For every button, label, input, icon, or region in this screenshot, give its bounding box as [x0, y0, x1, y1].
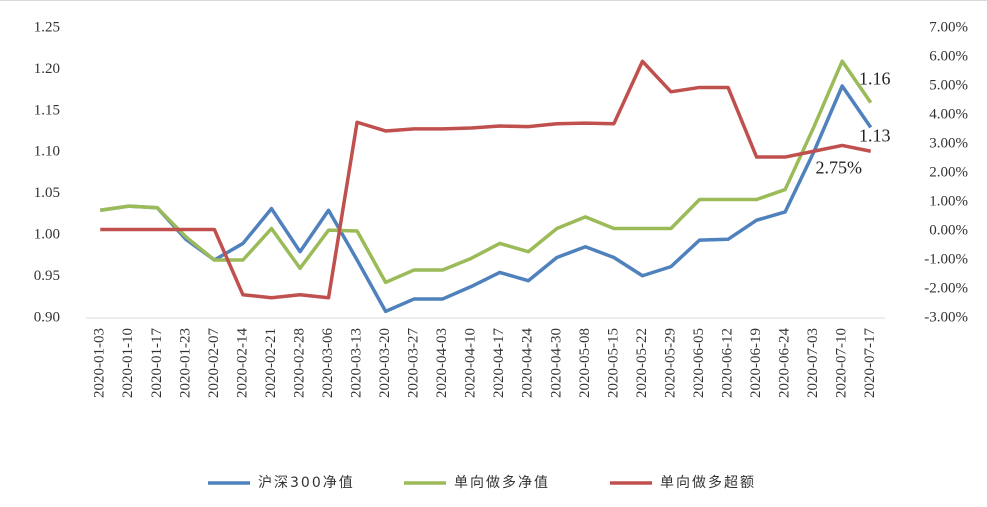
x-tick-label: 2020-01-10 [120, 328, 136, 398]
x-tick-label: 2020-06-19 [748, 328, 764, 398]
x-tick-label: 2020-04-10 [463, 328, 479, 398]
x-tick-label: 2020-04-30 [548, 328, 564, 398]
x-tick-label: 2020-03-06 [320, 328, 336, 398]
y2-tick-label: 3.00% [929, 135, 968, 151]
y2-tick-label: 1.00% [929, 193, 968, 209]
x-tick-label: 2020-01-23 [177, 328, 193, 398]
series-line [100, 59, 873, 285]
x-tick-label: 2020-04-24 [520, 328, 536, 398]
x-tick-label: 2020-01-03 [92, 328, 108, 398]
x-tick-label: 2020-04-03 [434, 328, 450, 398]
x-tick-label: 2020-05-29 [662, 328, 678, 398]
x-tick-label: 2020-02-21 [263, 328, 279, 398]
x-tick-label: 2020-01-17 [149, 328, 165, 398]
legend-label: 单向做多净值 [454, 474, 550, 491]
y2-tick-label: 0.00% [929, 222, 968, 238]
y2-tick-label: -2.00% [924, 280, 968, 296]
legend-label: 沪深300净值 [258, 475, 355, 491]
y-tick-label: 1.10 [34, 144, 60, 160]
x-tick-label: 2020-06-05 [691, 328, 707, 398]
x-tick-label: 2020-02-28 [291, 328, 307, 398]
y-tick-label: 1.00 [34, 227, 60, 243]
x-tick-label: 2020-02-14 [234, 328, 250, 398]
x-tick-label: 2020-03-20 [377, 328, 393, 398]
y2-tick-label: 4.00% [929, 106, 968, 122]
y2-tick-label: 6.00% [929, 48, 968, 64]
series-line [100, 84, 873, 314]
y-tick-label: 1.20 [34, 61, 60, 77]
y2-tick-label: -1.00% [924, 251, 968, 267]
y-tick-label: 0.90 [34, 309, 60, 325]
legend-label: 单向做多超额 [660, 474, 756, 491]
series-line [100, 59, 872, 300]
data-label: 1.13 [859, 126, 891, 146]
x-tick-label: 2020-04-17 [491, 328, 507, 398]
x-tick-label: 2020-07-17 [862, 328, 878, 398]
x-tick-label: 2020-07-03 [805, 328, 821, 398]
x-tick-label: 2020-05-22 [634, 328, 650, 398]
x-tick-label: 2020-03-27 [406, 328, 422, 398]
y2-tick-label: -3.00% [924, 309, 968, 325]
data-label: 2.75% [815, 157, 862, 177]
data-label: 1.16 [859, 69, 891, 89]
y-tick-label: 1.25 [34, 19, 60, 35]
x-tick-label: 2020-02-07 [206, 328, 222, 398]
y-tick-label: 0.95 [34, 268, 60, 284]
y2-tick-label: 5.00% [929, 77, 968, 93]
x-tick-label: 2020-05-15 [605, 328, 621, 398]
y2-tick-label: 7.00% [929, 19, 968, 35]
y-tick-label: 1.05 [34, 185, 60, 201]
y2-tick-label: 2.00% [929, 164, 968, 180]
x-tick-label: 2020-07-10 [834, 328, 850, 398]
x-tick-label: 2020-06-12 [719, 328, 735, 398]
x-tick-label: 2020-05-08 [577, 328, 593, 398]
y-tick-label: 1.15 [34, 102, 60, 118]
x-tick-label: 2020-06-24 [777, 328, 793, 398]
x-tick-label: 2020-03-13 [349, 328, 365, 398]
